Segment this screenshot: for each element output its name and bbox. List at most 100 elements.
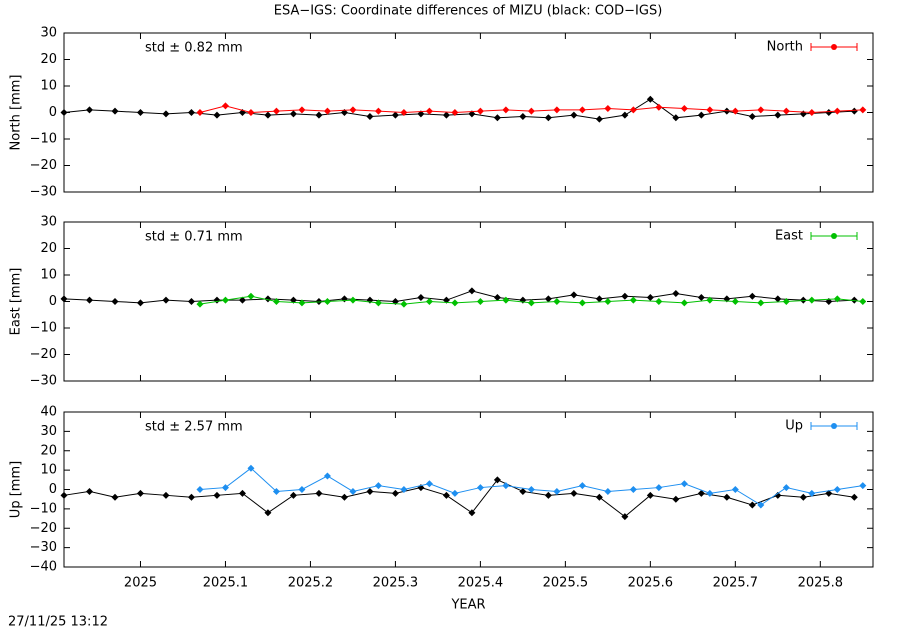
y-tick-label: 20 [40, 443, 57, 458]
data-point [655, 298, 663, 305]
data-point [442, 491, 450, 499]
data-point [799, 493, 807, 501]
data-point [493, 476, 501, 484]
data-point [323, 298, 331, 305]
data-point [604, 487, 612, 495]
data-point [655, 484, 663, 492]
y-tick-label: −20 [30, 347, 57, 362]
data-point [400, 486, 408, 493]
data-point [578, 299, 586, 307]
data-point [417, 294, 425, 302]
data-point [697, 294, 705, 302]
data-point [731, 486, 739, 493]
data-point [578, 106, 586, 114]
y-tick-label: −30 [30, 185, 57, 200]
data-point [706, 106, 714, 114]
data-point [833, 107, 841, 115]
data-point [553, 106, 561, 114]
data-point [400, 300, 408, 308]
data-point [247, 109, 255, 116]
data-point [578, 482, 586, 490]
data-point [272, 298, 280, 305]
data-point [808, 109, 816, 116]
figure-title: ESA−IGS: Coordinate differences of MIZU … [274, 4, 663, 19]
data-point [476, 484, 484, 492]
y-tick-label: 0 [49, 294, 57, 309]
data-point [595, 295, 603, 303]
y-tick-label: −10 [30, 501, 57, 516]
data-point [859, 106, 867, 114]
data-point [527, 486, 535, 493]
data-point [442, 111, 450, 119]
data-point [289, 110, 297, 118]
data-point [196, 300, 204, 308]
data-point [502, 482, 510, 490]
data-point [570, 489, 578, 497]
data-point [451, 489, 459, 497]
data-point [833, 486, 841, 493]
y-tick-label: −30 [30, 374, 57, 389]
data-point [825, 109, 833, 116]
data-point [774, 295, 782, 303]
data-point [527, 299, 535, 307]
data-point [748, 112, 756, 120]
data-point [60, 491, 68, 499]
data-point [162, 296, 170, 304]
y-tick-label: 10 [40, 268, 57, 283]
data-point [238, 296, 246, 304]
data-point [808, 489, 816, 497]
data-point [85, 487, 93, 495]
data-point [111, 493, 119, 501]
data-point [391, 489, 399, 497]
data-point [213, 111, 221, 119]
data-point [825, 489, 833, 497]
data-point [604, 298, 612, 305]
data-point [298, 106, 306, 114]
data-point [782, 298, 790, 305]
data-point [493, 294, 501, 302]
data-point [247, 292, 255, 300]
x-tick-label: 2025.7 [713, 576, 759, 591]
y-tick-label: 40 [40, 405, 57, 420]
data-point [187, 493, 195, 501]
data-point [757, 299, 765, 307]
data-point [595, 115, 603, 123]
data-point [425, 298, 433, 305]
data-point [604, 105, 612, 113]
data-point [629, 296, 637, 304]
data-point [272, 487, 280, 495]
y-tick-label: 0 [49, 105, 57, 120]
series-line [63, 290, 855, 304]
data-point [349, 106, 357, 114]
data-point [238, 489, 246, 497]
data-point [476, 107, 484, 115]
data-point [723, 493, 731, 501]
y-tick-label: 20 [40, 52, 57, 67]
data-point [374, 482, 382, 490]
legend-label: North [767, 40, 803, 55]
data-point [655, 103, 663, 111]
legend-marker [831, 233, 837, 239]
x-tick-label: 2025.5 [543, 576, 589, 591]
y-axis-label: North [mm] [9, 75, 24, 151]
series-line [63, 98, 855, 120]
data-point [697, 489, 705, 497]
data-point [680, 105, 688, 113]
data-point [298, 299, 306, 307]
data-point [468, 287, 476, 295]
data-point [264, 111, 272, 119]
data-point [162, 491, 170, 499]
data-point [646, 294, 654, 302]
data-point [527, 107, 535, 115]
data-point [774, 491, 782, 499]
data-point [850, 107, 858, 115]
data-point [85, 106, 93, 114]
data-point [493, 114, 501, 122]
data-point [646, 491, 654, 499]
std-annotation: std ± 0.71 mm [145, 230, 243, 245]
data-point [544, 114, 552, 122]
y-tick-label: −20 [30, 158, 57, 173]
data-point [451, 109, 459, 116]
